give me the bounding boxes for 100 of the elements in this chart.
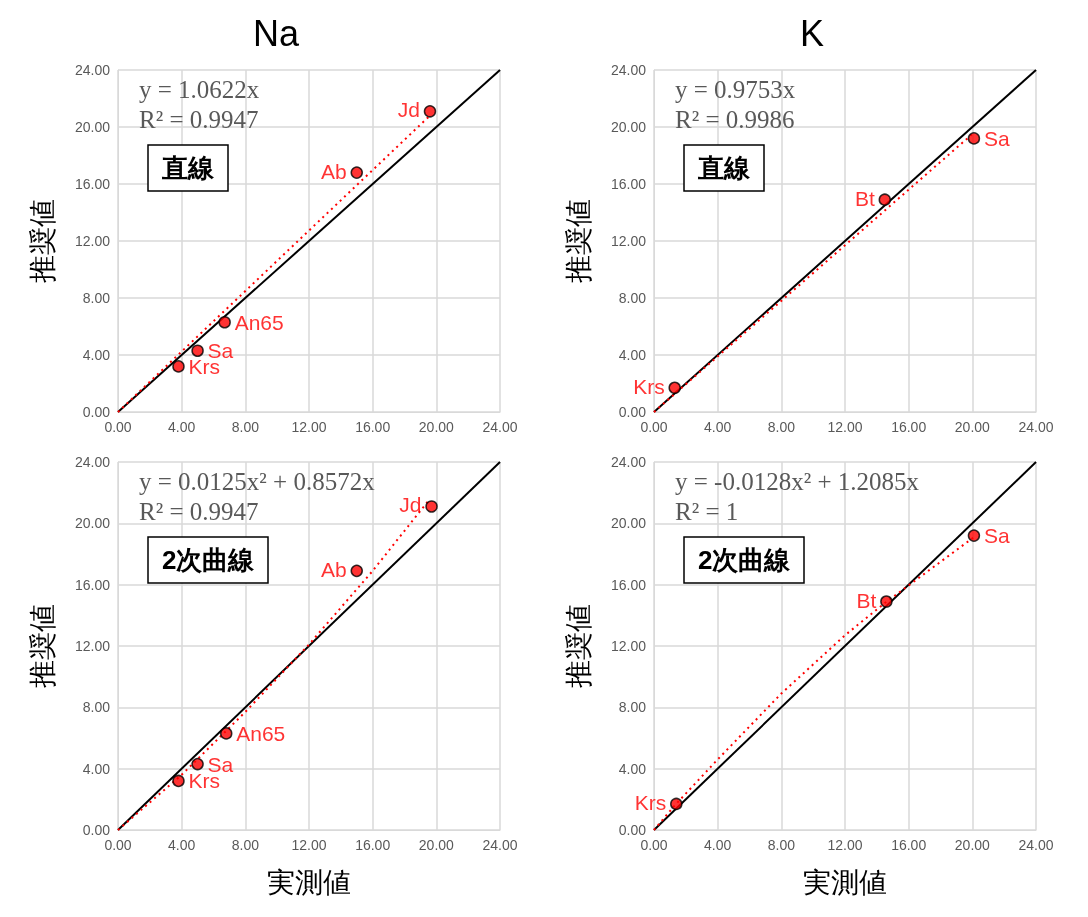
x-tick-label: 24.00 bbox=[482, 419, 518, 435]
x-tick-label: 8.00 bbox=[231, 837, 260, 853]
annotation: y = 0.9753x bbox=[675, 76, 796, 103]
annotation: y = -0.0128x² + 1.2085x bbox=[675, 468, 920, 495]
point bbox=[668, 381, 681, 395]
y-axis-title: 推奨値 bbox=[562, 604, 594, 688]
annotation: y = 0.0125x² + 0.8572x bbox=[139, 468, 376, 495]
y-tick-label: 8.00 bbox=[82, 290, 111, 306]
y-tick-label: 8.00 bbox=[82, 699, 111, 716]
x-tick-label: 16.00 bbox=[891, 837, 927, 853]
point bbox=[350, 166, 363, 179]
annotation: Sa bbox=[983, 524, 1010, 548]
x-tick-label: 12.00 bbox=[827, 837, 863, 853]
annotation: Krs bbox=[633, 374, 665, 398]
y-tick-label: 12.00 bbox=[610, 638, 647, 654]
y-tick-label: 8.00 bbox=[618, 699, 647, 716]
y-tick-label: 12.00 bbox=[74, 638, 111, 654]
x-tick-label: 0.00 bbox=[640, 419, 668, 435]
point bbox=[191, 757, 204, 771]
y-tick-label: 16.00 bbox=[610, 176, 647, 192]
chart-title: Na bbox=[252, 12, 300, 54]
annotation: Bt bbox=[856, 588, 877, 612]
point bbox=[423, 105, 437, 118]
chart-title: K bbox=[799, 12, 825, 54]
y-axis-title: 推奨値 bbox=[562, 199, 594, 283]
y-tick-label: 24.00 bbox=[610, 454, 647, 470]
annotation: Krs bbox=[634, 790, 667, 814]
point bbox=[880, 595, 893, 608]
x-axis-title: 実測値 bbox=[803, 866, 887, 898]
point bbox=[425, 500, 438, 513]
point bbox=[219, 727, 233, 740]
y-axis-title: 推奨値 bbox=[26, 199, 58, 283]
x-tick-label: 8.00 bbox=[767, 419, 796, 435]
point bbox=[967, 529, 981, 542]
y-tick-label: 24.00 bbox=[74, 454, 111, 470]
y-tick-label: 0.00 bbox=[618, 822, 647, 838]
x-tick-label: 20.00 bbox=[954, 837, 991, 853]
annotation: R² = 0.9947 bbox=[139, 498, 259, 525]
point bbox=[878, 193, 892, 206]
x-tick-label: 0.00 bbox=[104, 419, 132, 435]
x-tick-label: 20.00 bbox=[418, 419, 455, 435]
annotation: Bt bbox=[854, 186, 875, 210]
x-tick-label: 24.00 bbox=[482, 837, 518, 853]
point bbox=[967, 132, 981, 145]
y-tick-label: 20.00 bbox=[610, 515, 647, 532]
annotation: An65 bbox=[236, 721, 286, 745]
point bbox=[350, 564, 363, 578]
point bbox=[172, 360, 185, 373]
x-tick-label: 8.00 bbox=[231, 419, 260, 435]
x-tick-label: 4.00 bbox=[168, 837, 196, 853]
y-tick-label: 20.00 bbox=[74, 515, 111, 532]
annotation: y = 1.0622x bbox=[139, 76, 260, 103]
y-tick-label: 20.00 bbox=[610, 119, 647, 135]
y-tick-label: 0.00 bbox=[618, 404, 647, 420]
y-tick-label: 12.00 bbox=[610, 233, 647, 249]
y-tick-label: 16.00 bbox=[74, 176, 111, 192]
x-tick-label: 4.00 bbox=[168, 419, 196, 435]
x-tick-label: 12.00 bbox=[827, 419, 863, 435]
annotation: 直線 bbox=[161, 153, 215, 183]
y-tick-label: 0.00 bbox=[82, 822, 111, 838]
y-tick-label: 4.00 bbox=[618, 760, 647, 777]
y-tick-label: 24.00 bbox=[74, 62, 111, 78]
annotation: R² = 1 bbox=[675, 498, 739, 525]
y-tick-label: 8.00 bbox=[618, 290, 647, 306]
annotation: 2次曲線 bbox=[698, 545, 792, 575]
x-tick-label: 12.00 bbox=[291, 837, 327, 853]
annotation: Ab bbox=[321, 557, 347, 581]
x-tick-label: 4.00 bbox=[704, 419, 732, 435]
x-tick-label: 0.00 bbox=[640, 837, 668, 853]
annotation: An65 bbox=[234, 310, 284, 334]
point bbox=[172, 774, 185, 788]
x-tick-label: 16.00 bbox=[891, 419, 927, 435]
y-tick-label: 4.00 bbox=[618, 347, 647, 363]
y-axis-title: 推奨値 bbox=[26, 604, 58, 688]
annotation: Ab bbox=[321, 159, 347, 183]
point bbox=[218, 315, 231, 329]
x-tick-label: 12.00 bbox=[291, 419, 327, 435]
annotation: R² = 0.9986 bbox=[675, 106, 795, 133]
y-tick-label: 16.00 bbox=[610, 576, 647, 593]
y-tick-label: 4.00 bbox=[82, 760, 111, 777]
x-tick-label: 4.00 bbox=[704, 837, 732, 853]
y-tick-label: 12.00 bbox=[74, 233, 111, 249]
y-tick-label: 0.00 bbox=[82, 404, 111, 420]
x-tick-label: 20.00 bbox=[954, 419, 991, 435]
x-tick-label: 24.00 bbox=[1018, 837, 1054, 853]
x-tick-label: 0.00 bbox=[104, 837, 132, 853]
y-tick-label: 24.00 bbox=[610, 62, 647, 78]
annotation: Jd bbox=[399, 493, 422, 517]
point bbox=[191, 344, 204, 357]
annotation: Sa bbox=[983, 126, 1010, 150]
y-tick-label: 20.00 bbox=[74, 119, 111, 135]
point bbox=[670, 797, 683, 811]
y-tick-label: 4.00 bbox=[82, 347, 111, 363]
annotation: Jd bbox=[397, 98, 420, 122]
annotation: 2次曲線 bbox=[162, 545, 256, 575]
y-tick-label: 16.00 bbox=[74, 576, 111, 593]
x-tick-label: 20.00 bbox=[418, 837, 455, 853]
annotation: R² = 0.9947 bbox=[139, 106, 259, 133]
annotation: 直線 bbox=[697, 153, 751, 183]
x-tick-label: 8.00 bbox=[767, 837, 796, 853]
